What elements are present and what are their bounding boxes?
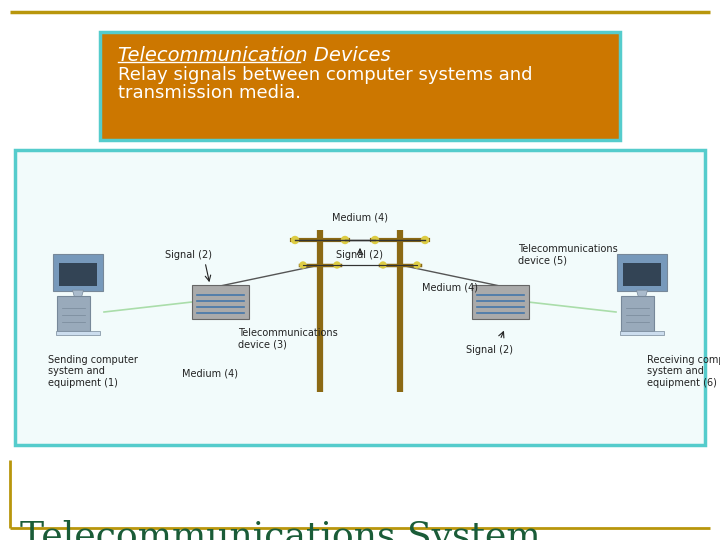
FancyBboxPatch shape bbox=[472, 285, 528, 319]
FancyBboxPatch shape bbox=[59, 264, 97, 286]
Circle shape bbox=[372, 237, 379, 244]
FancyBboxPatch shape bbox=[57, 295, 90, 330]
Circle shape bbox=[421, 237, 428, 244]
Circle shape bbox=[380, 262, 386, 268]
Text: Medium (4): Medium (4) bbox=[332, 212, 388, 222]
Circle shape bbox=[292, 237, 299, 244]
Text: Signal (2): Signal (2) bbox=[336, 250, 384, 260]
Text: Telecommunication Devices: Telecommunication Devices bbox=[118, 46, 391, 65]
FancyBboxPatch shape bbox=[53, 254, 103, 291]
Text: transmission media.: transmission media. bbox=[118, 84, 301, 102]
Text: Telecommunications System: Telecommunications System bbox=[20, 520, 541, 540]
Text: Relay signals between computer systems and: Relay signals between computer systems a… bbox=[118, 66, 533, 84]
FancyBboxPatch shape bbox=[620, 330, 664, 335]
Text: Receiving computer
system and
equipment (6): Receiving computer system and equipment … bbox=[647, 355, 720, 388]
Text: Medium (4): Medium (4) bbox=[182, 368, 238, 378]
Text: Telecommunications
device (3): Telecommunications device (3) bbox=[238, 328, 338, 349]
Circle shape bbox=[414, 262, 420, 268]
Text: Medium (4): Medium (4) bbox=[422, 283, 478, 293]
Text: Sending computer
system and
equipment (1): Sending computer system and equipment (1… bbox=[48, 355, 138, 388]
Text: Telecommunications
device (5): Telecommunications device (5) bbox=[518, 244, 618, 266]
FancyBboxPatch shape bbox=[623, 264, 662, 286]
FancyBboxPatch shape bbox=[15, 150, 705, 445]
Circle shape bbox=[334, 262, 340, 268]
Polygon shape bbox=[636, 290, 647, 296]
FancyBboxPatch shape bbox=[56, 330, 100, 335]
Circle shape bbox=[341, 237, 348, 244]
Text: Signal (2): Signal (2) bbox=[467, 345, 513, 355]
Text: Signal (2): Signal (2) bbox=[165, 250, 212, 260]
FancyBboxPatch shape bbox=[100, 32, 620, 140]
FancyBboxPatch shape bbox=[621, 295, 654, 330]
Polygon shape bbox=[73, 290, 84, 296]
Circle shape bbox=[300, 262, 306, 268]
FancyBboxPatch shape bbox=[617, 254, 667, 291]
FancyBboxPatch shape bbox=[192, 285, 248, 319]
